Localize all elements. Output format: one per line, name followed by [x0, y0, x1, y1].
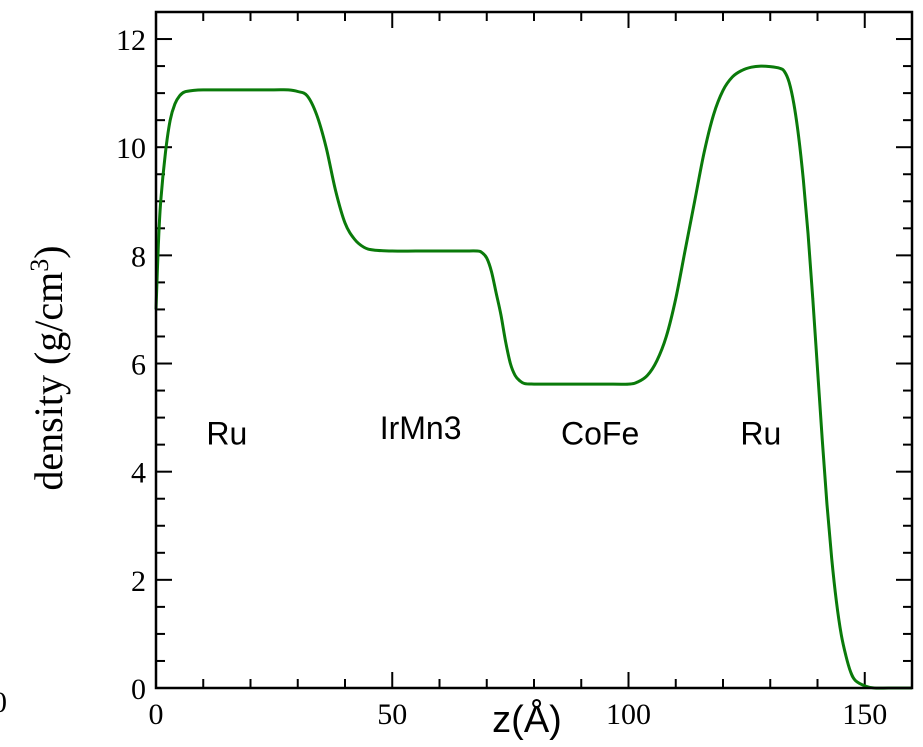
y-axis-label-close: ) — [26, 245, 71, 258]
x-axis-label: z(Å) — [492, 697, 562, 741]
layer-annotations: Ru IrMn3 CoFe Ru — [206, 410, 781, 451]
y-tick-label: 10 — [116, 132, 146, 165]
layer-label: CoFe — [561, 416, 639, 452]
x-tick-label: 100 — [606, 698, 651, 731]
tick-labels: 0 50 100 150 0 2 4 6 8 10 12 — [116, 24, 887, 731]
density-line — [154, 64, 912, 690]
plot-frame — [154, 10, 914, 690]
y-tick-label: 2 — [131, 565, 146, 598]
x-tick-label: 150 — [842, 698, 887, 731]
x-tick-label: 0 — [149, 698, 164, 731]
layer-label: IrMn3 — [380, 410, 462, 446]
y-tick-label: 8 — [131, 240, 146, 273]
layer-label: Ru — [206, 416, 247, 452]
layer-label: Ru — [740, 416, 781, 452]
y-axis-label: density (g/cm3) — [25, 245, 72, 490]
y-tick-label: 12 — [116, 24, 146, 57]
y-axis-label-main: density (g/cm — [26, 272, 71, 491]
y-tick-label: 6 — [131, 349, 146, 382]
y-tick-label: 0 — [131, 673, 146, 706]
y-tick-label: 4 — [131, 457, 146, 490]
tick-marks — [155, 11, 913, 689]
x-tick-label: 50 — [377, 698, 407, 731]
stray-label: 0 — [0, 686, 7, 719]
y-axis-label-superscript: 3 — [25, 259, 54, 272]
